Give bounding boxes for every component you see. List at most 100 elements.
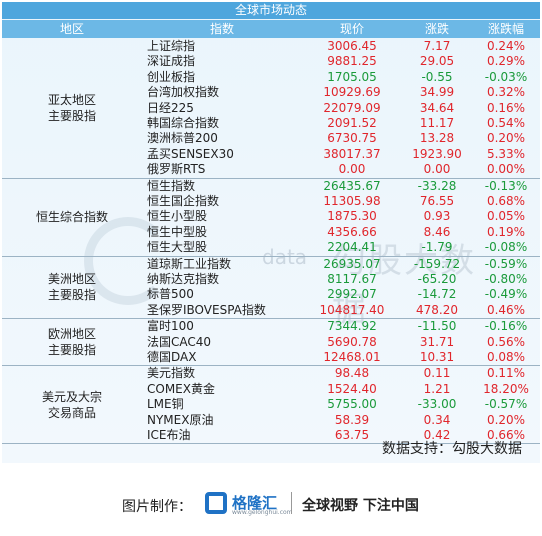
table-row: 俄罗斯RTS 0.00 0.00 0.00% bbox=[142, 162, 540, 177]
index-pct: 0.46% bbox=[486, 302, 526, 317]
table-header: 地区 指数 现价 涨跌 涨跌幅 bbox=[2, 20, 540, 38]
table-row: 孟买SENSEX30 38017.37 1923.90 5.33% bbox=[142, 147, 540, 162]
index-change: 76.55 bbox=[419, 193, 455, 208]
index-price: 9881.25 bbox=[327, 54, 377, 69]
group-label: 美元及大宗 交易商品 bbox=[2, 366, 142, 443]
logo-name: 格隆汇 bbox=[232, 494, 278, 512]
index-change: 29.05 bbox=[419, 54, 455, 69]
index-pct: -0.13% bbox=[484, 178, 528, 193]
index-price: 2204.41 bbox=[327, 240, 377, 255]
index-pct: -0.57% bbox=[484, 397, 528, 412]
market-group: 恒生综合指数 恒生指数 26435.67 -33.28 -0.13% 恒生国企指数 1130… bbox=[2, 179, 540, 257]
index-name: 标普500 bbox=[147, 287, 194, 302]
index-change: 478.20 bbox=[416, 302, 458, 317]
table-row: 台湾加权指数 10929.69 34.99 0.32% bbox=[142, 85, 540, 100]
index-pct: 0.20% bbox=[486, 131, 526, 146]
market-group: 美洲地区 主要股指 道琼斯工业指数 26935.07 -159.72 -0.59% 纳斯达… bbox=[2, 257, 540, 320]
index-pct: 0.00% bbox=[486, 162, 526, 177]
table-row: 恒生中型股 4356.66 8.46 0.19% bbox=[142, 225, 540, 240]
table-row: 富时100 7344.92 -11.50 -0.16% bbox=[142, 319, 540, 334]
gelonghui-logo-icon bbox=[205, 492, 227, 514]
index-change: 8.46 bbox=[423, 224, 451, 239]
index-change: 0.11 bbox=[423, 366, 451, 381]
index-price: 1524.40 bbox=[327, 381, 377, 396]
table-row: NYMEX原油 58.39 0.34 0.20% bbox=[142, 413, 540, 428]
market-card: 全球市场动态 地区 指数 现价 涨跌 涨跌幅 data 勾股大数据 亚太地区 主… bbox=[2, 2, 540, 463]
index-price: 10929.69 bbox=[323, 85, 381, 100]
index-change: -14.72 bbox=[417, 287, 457, 302]
index-name: 澳洲标普200 bbox=[147, 131, 218, 146]
index-price: 11305.98 bbox=[323, 193, 381, 208]
index-price: 5755.00 bbox=[327, 397, 377, 412]
index-name: 创业板指 bbox=[147, 69, 196, 84]
table-row: 创业板指 1705.05 -0.55 -0.03% bbox=[142, 70, 540, 85]
logo-url: www.gelonghui.com bbox=[232, 509, 293, 516]
index-name: 德国DAX bbox=[147, 349, 197, 364]
market-groups: 亚太地区 主要股指 上证综指 3006.45 7.17 0.24% 深证成指 9881.25… bbox=[2, 39, 540, 445]
index-pct: 0.32% bbox=[486, 85, 526, 100]
index-name: 恒生中型股 bbox=[147, 224, 208, 239]
table-row: LME铜 5755.00 -33.00 -0.57% bbox=[142, 397, 540, 412]
index-price: 26435.67 bbox=[323, 178, 381, 193]
index-name: ICE布油 bbox=[147, 427, 191, 442]
index-pct: 0.08% bbox=[486, 349, 526, 364]
index-price: 5690.78 bbox=[327, 334, 377, 349]
index-change: 0.00 bbox=[423, 162, 451, 177]
table-title: 全球市场动态 bbox=[2, 2, 540, 19]
index-pct: 0.19% bbox=[486, 224, 526, 239]
table-row: 韩国综合指数 2091.52 11.17 0.54% bbox=[142, 116, 540, 131]
index-name: LME铜 bbox=[147, 397, 184, 412]
group-label: 恒生综合指数 bbox=[2, 179, 142, 256]
table-row: 日经225 22079.09 34.64 0.16% bbox=[142, 101, 540, 116]
index-change: -11.50 bbox=[417, 319, 457, 334]
index-name: 道琼斯工业指数 bbox=[147, 256, 232, 271]
index-change: -159.72 bbox=[413, 256, 461, 271]
table-row: 深证成指 9881.25 29.05 0.29% bbox=[142, 54, 540, 69]
index-price: 7344.92 bbox=[327, 319, 377, 334]
index-change: 31.71 bbox=[419, 334, 455, 349]
index-change: 34.99 bbox=[419, 85, 455, 100]
index-price: 12468.01 bbox=[323, 349, 381, 364]
index-name: 俄罗斯RTS bbox=[147, 162, 206, 177]
index-pct: -0.03% bbox=[484, 69, 528, 84]
index-change: -65.20 bbox=[417, 271, 457, 286]
index-pct: 0.54% bbox=[486, 115, 526, 130]
header-change: 涨跌 bbox=[424, 22, 449, 36]
index-change: 7.17 bbox=[423, 39, 451, 53]
index-name: 圣保罗IBOVESPA指数 bbox=[147, 302, 266, 317]
index-name: 美元指数 bbox=[147, 366, 196, 381]
header-region: 地区 bbox=[59, 22, 84, 36]
index-change: 11.17 bbox=[419, 115, 455, 130]
footer: 图片制作： 格隆汇 www.gelonghui.com 全球视野 下注中国 bbox=[0, 470, 542, 536]
index-name: 恒生大型股 bbox=[147, 240, 208, 255]
index-change: 0.93 bbox=[423, 209, 451, 224]
index-pct: 0.68% bbox=[486, 193, 526, 208]
footer-slogan: 全球视野 下注中国 bbox=[302, 498, 419, 514]
index-change: -33.00 bbox=[417, 397, 457, 412]
index-change: 0.34 bbox=[423, 412, 451, 427]
footer-divider bbox=[291, 492, 292, 514]
index-change: 13.28 bbox=[419, 131, 455, 146]
index-pct: -0.59% bbox=[484, 256, 528, 271]
group-label: 亚太地区 主要股指 bbox=[2, 39, 142, 178]
table-row: COMEX黄金 1524.40 1.21 18.20% bbox=[142, 382, 540, 397]
index-change: 10.31 bbox=[419, 349, 455, 364]
group-label-text: 亚太地区 主要股指 bbox=[47, 93, 96, 124]
table-row: 上证综指 3006.45 7.17 0.24% bbox=[142, 39, 540, 54]
index-pct: 0.05% bbox=[486, 209, 526, 224]
index-name: 台湾加权指数 bbox=[147, 85, 220, 100]
table-row: 道琼斯工业指数 26935.07 -159.72 -0.59% bbox=[142, 257, 540, 272]
index-name: 富时100 bbox=[147, 319, 194, 334]
index-pct: 0.66% bbox=[486, 427, 526, 442]
index-name: 恒生小型股 bbox=[147, 209, 208, 224]
made-by-label: 图片制作： bbox=[122, 499, 192, 515]
header-pct: 涨跌幅 bbox=[487, 22, 524, 36]
group-label-text: 恒生综合指数 bbox=[35, 210, 108, 225]
index-price: 22079.09 bbox=[323, 100, 381, 115]
index-change: 0.42 bbox=[423, 427, 451, 442]
group-label-text: 美洲地区 主要股指 bbox=[47, 272, 96, 303]
index-price: 38017.37 bbox=[323, 146, 381, 161]
index-price: 2091.52 bbox=[327, 115, 377, 130]
group-label-text: 美元及大宗 交易商品 bbox=[41, 389, 102, 420]
table-row: 恒生大型股 2204.41 -1.79 -0.08% bbox=[142, 240, 540, 255]
